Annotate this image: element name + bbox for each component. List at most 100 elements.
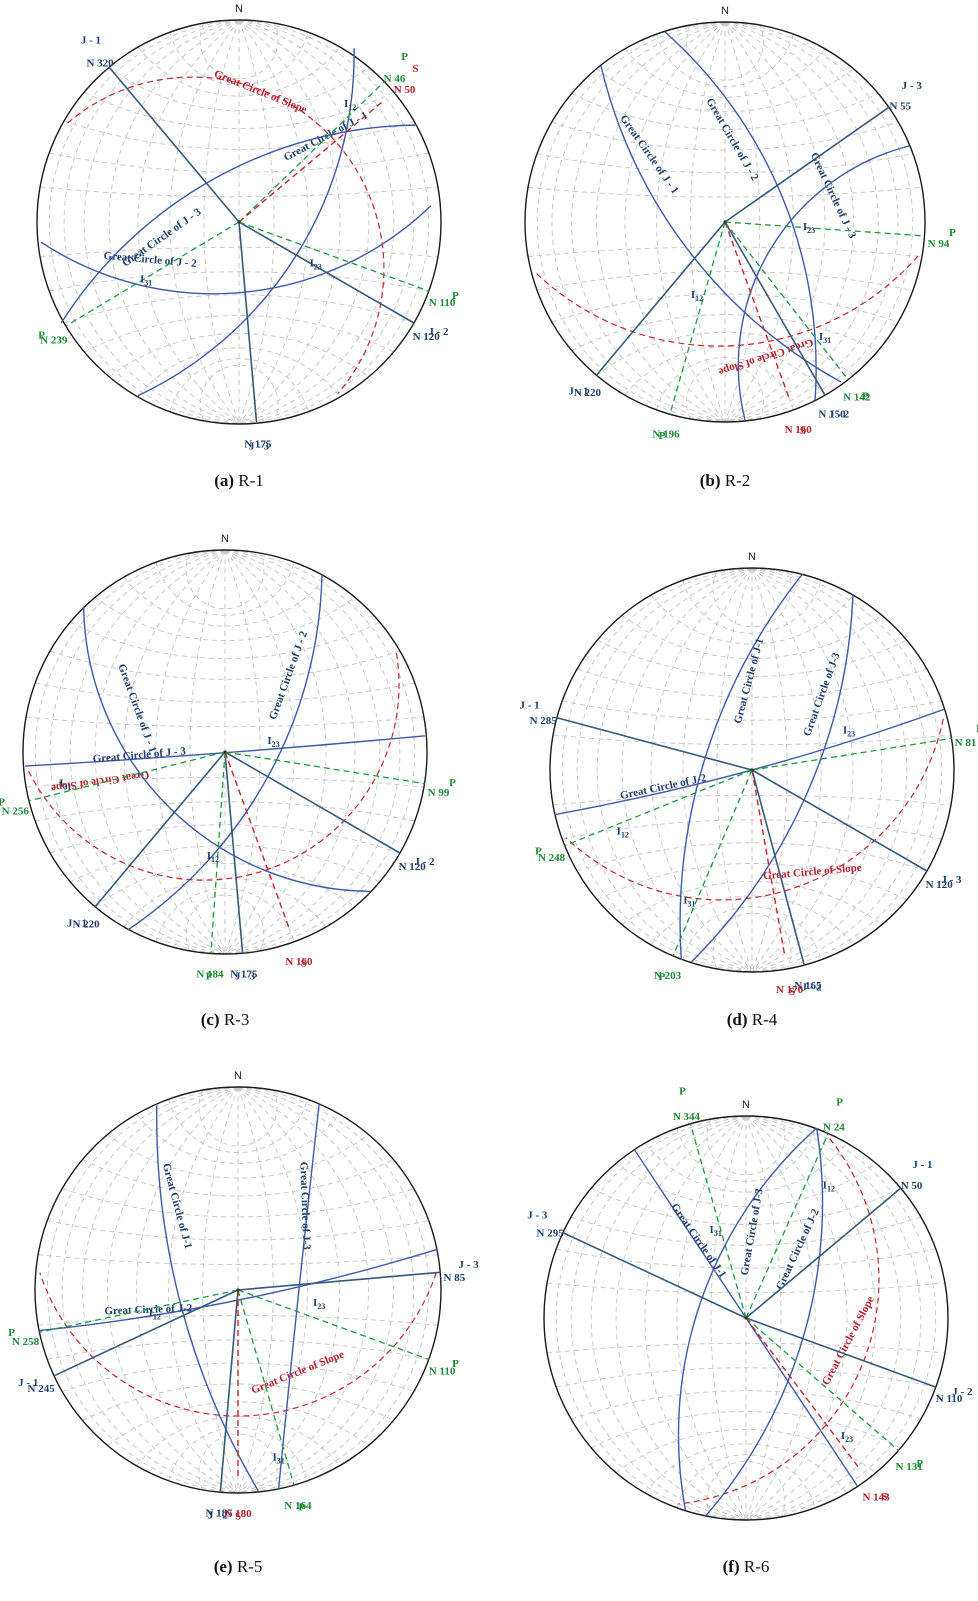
plunge-trend-label: N 196 (652, 429, 680, 441)
joint-trend-label: N 245 (28, 1383, 56, 1395)
grid-great-circle (203, 19, 240, 425)
plunge-line (224, 751, 425, 785)
grid-great-circle (751, 567, 908, 973)
plunge-trend-label: N 344 (673, 1111, 701, 1123)
centre-point (744, 1316, 748, 1320)
grid-small-circle (570, 1216, 922, 1246)
plunge-line (689, 1123, 747, 1319)
joint-dip-line (237, 1271, 441, 1291)
joint-trend-label: N 165 (794, 980, 822, 992)
north-label: N (234, 1070, 242, 1082)
grid-small-circle (123, 877, 327, 928)
grid-great-circle (751, 567, 788, 973)
grid-small-circle (537, 153, 913, 174)
grid-great-circle (237, 1086, 394, 1494)
grid-small-circle (199, 364, 279, 422)
joint-trend-label: N 55 (889, 100, 911, 112)
grid-great-circle (107, 1086, 239, 1494)
joint-great-circle (60, 124, 417, 324)
joint-line-label: J - 1 (519, 699, 539, 711)
grid-small-circle (94, 863, 356, 908)
grid-small-circle (168, 1427, 308, 1481)
joint-dip-line (224, 751, 244, 954)
joint-line-label: J - 3 (235, 970, 256, 982)
north-label: N (235, 3, 243, 15)
plunge-line (237, 1289, 429, 1361)
slope-dip-line (238, 100, 384, 223)
plunge-trend-label: N 248 (538, 852, 566, 864)
joint-line-label: J - 2 (428, 326, 449, 338)
grid-great-circle (551, 21, 726, 423)
plunge-trend-label: N 99 (428, 787, 450, 799)
plunge-line (745, 1317, 899, 1452)
plunge-line (65, 221, 240, 327)
joint-line-label: J - 3 (527, 1210, 548, 1222)
joint-trend-label: N 175 (230, 968, 258, 980)
stereonet-grid (524, 21, 926, 423)
plunge-line (39, 1289, 239, 1333)
joint-great-circle (664, 31, 817, 401)
grid-small-circle (62, 1362, 414, 1392)
grid-small-circle (644, 1142, 848, 1193)
grid-small-circle (137, 46, 341, 97)
grid-great-circle (238, 19, 275, 425)
grid-great-circle (189, 549, 226, 955)
primitive-circle (36, 19, 442, 425)
grid-small-circle (547, 1282, 945, 1294)
grid-great-circle (49, 549, 226, 955)
plunge-trend-label: N 110 (429, 297, 456, 309)
joint-trend-label: N 110 (936, 1393, 963, 1405)
joint-great-circle (555, 708, 945, 816)
centre-point (750, 768, 754, 772)
intersection-label: I12 (691, 289, 703, 303)
intersection-label: I23 (313, 1297, 325, 1311)
plunge-trend-label: N 258 (12, 1336, 40, 1348)
intersection-label: I31 (683, 894, 695, 908)
grid-small-circle (63, 120, 415, 150)
grid-great-circle (238, 19, 370, 425)
grid-great-circle (224, 549, 295, 955)
intersection-label: I31 (272, 1452, 284, 1466)
slope-great-circle (67, 76, 385, 394)
grid-great-circle (238, 19, 341, 425)
plunge-line-label: P (449, 777, 456, 789)
grid-small-circle (553, 734, 951, 746)
plunge-line (564, 769, 753, 847)
intersection-label: I23 (310, 257, 322, 271)
grid-great-circle (168, 1086, 239, 1494)
grid-great-circle (745, 1115, 848, 1521)
grid-small-circle (644, 1443, 848, 1494)
joint-great-circle (127, 574, 323, 931)
joint-dip-line (751, 769, 928, 872)
slope-trend-label: N 160 (785, 424, 813, 436)
intersection-label: I31 (819, 331, 831, 345)
grid-great-circle (46, 1086, 239, 1494)
joint-line-label: J - 2 (802, 981, 823, 993)
grid-great-circle (561, 567, 753, 973)
centre-point (237, 220, 241, 224)
grid-great-circle (716, 567, 753, 973)
grid-great-circle (644, 1115, 747, 1521)
grid-small-circle (136, 1416, 340, 1467)
grid-great-circle (237, 1086, 369, 1494)
grid-great-circle (745, 1115, 937, 1521)
plunge-line-label: P (452, 290, 459, 302)
joint-trend-label: N 185 (205, 1507, 233, 1519)
north-label: N (742, 1099, 750, 1111)
joint-dip-line (238, 221, 258, 424)
joint-line-label: J - 1 (81, 35, 101, 47)
plunge-trend-label: N 164 (284, 1500, 312, 1512)
slope-trend-label: N 180 (224, 1508, 252, 1520)
grid-great-circle (83, 19, 240, 425)
grid-small-circle (556, 1367, 936, 1388)
primitive-circle (543, 1115, 949, 1521)
joint-trend-label: N 175 (244, 438, 272, 450)
intersection-label: I31 (59, 777, 71, 791)
grid-small-circle (108, 333, 370, 378)
grid-great-circle (238, 19, 430, 425)
joint-line-label: J - 1 (67, 917, 87, 929)
grid-small-circle (40, 186, 438, 198)
